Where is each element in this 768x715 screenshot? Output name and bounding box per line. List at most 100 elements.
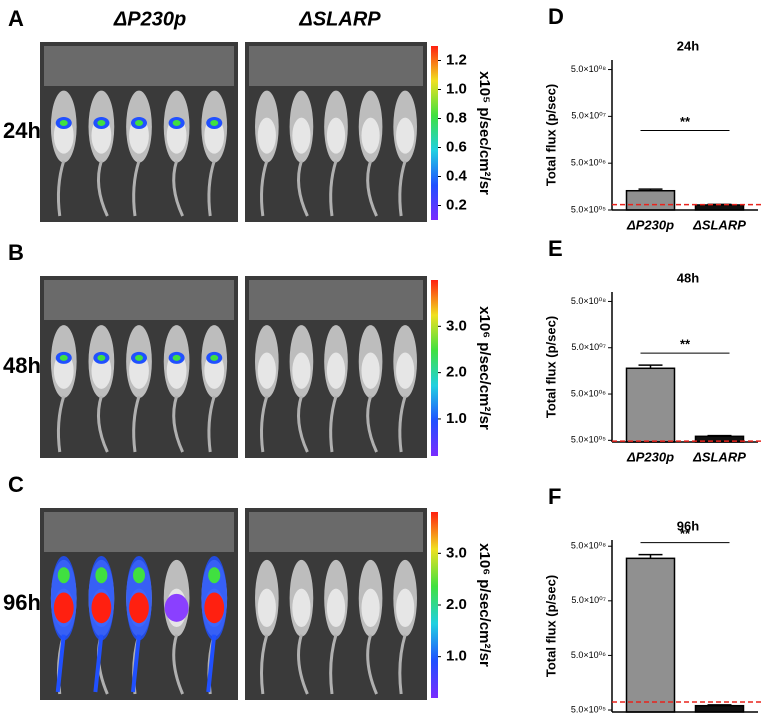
mouse-tail (398, 160, 407, 217)
mouse-belly (361, 352, 380, 389)
mouse-belly (396, 352, 415, 389)
colorbar-tick-label: 0.4 (446, 167, 468, 184)
signal-tail (93, 634, 104, 693)
mouse-tail (297, 160, 309, 217)
chart-title: 48h (677, 270, 699, 285)
y-tick-label: 5.0×10⁰⁷ (571, 111, 606, 121)
signal-tail (55, 634, 66, 693)
signal (59, 120, 68, 126)
signal (97, 354, 106, 361)
mouse-tail (132, 395, 141, 453)
signal (210, 120, 219, 126)
bar (625, 367, 676, 443)
holder (249, 512, 423, 552)
holder (44, 512, 234, 552)
significance-label: ** (680, 337, 691, 352)
panel-letter: F (548, 484, 561, 509)
y-tick-label: 5.0×10⁰⁶ (571, 650, 606, 660)
chart-title: 96h (677, 518, 699, 533)
colorbar-tick-label: 1.0 (446, 648, 467, 665)
y-tick-label: 5.0×10⁰⁶ (571, 388, 606, 398)
bar (625, 557, 676, 713)
colorbar-label: x10⁵ p/sec/cm²/sr (476, 71, 493, 195)
x-tick-label: ΔP230p (626, 449, 674, 464)
signal (164, 593, 189, 622)
holder (249, 280, 423, 320)
signal (129, 592, 149, 624)
panel-letter: D (548, 4, 564, 29)
signal (97, 120, 106, 126)
y-tick-label: 5.0×10⁰⁵ (571, 204, 606, 214)
panel-letter: C (8, 472, 24, 497)
signal (172, 120, 181, 126)
signal (135, 120, 143, 126)
mouse-belly (257, 352, 276, 389)
signal (133, 567, 145, 584)
mouse-tail (260, 160, 269, 217)
signal (59, 354, 68, 361)
time-label: 48h (3, 353, 41, 378)
mouse-tail (172, 634, 184, 695)
mouse-tail (366, 395, 378, 453)
time-label: 24h (3, 118, 41, 143)
colorbar-tick-label: 2.0 (446, 364, 467, 381)
time-label: 96h (3, 590, 41, 615)
column-header: ΔSLARP (298, 8, 381, 30)
mouse-belly (292, 117, 311, 154)
mouse-tail (132, 160, 141, 217)
signal (53, 592, 74, 624)
mouse-tail (366, 160, 378, 217)
mouse-belly (257, 588, 276, 628)
mouse-belly (257, 117, 276, 154)
signal (57, 567, 70, 584)
significance-label: ** (680, 114, 691, 129)
colorbar-tick-label: 0.2 (446, 196, 467, 213)
signal (91, 592, 112, 624)
mouse-tail (56, 395, 66, 453)
mouse-tail (260, 634, 269, 695)
colorbar-tick-label: 2.0 (446, 596, 467, 613)
mouse-belly (326, 588, 346, 628)
colorbar-tick-label: 1.2 (446, 51, 467, 68)
signal (210, 354, 219, 361)
mouse-belly (292, 352, 311, 389)
bar (625, 189, 676, 211)
colorbar-tick-label: 3.0 (446, 544, 467, 561)
mouse-tail (96, 395, 109, 453)
mouse-belly (361, 588, 380, 628)
mouse-tail (366, 634, 378, 695)
mouse-belly (326, 352, 346, 389)
holder (44, 46, 234, 86)
x-tick-label: ΔP230p (626, 217, 674, 232)
panel-letter: E (548, 236, 563, 261)
mouse-tail (329, 634, 338, 695)
y-tick-label: 5.0×10⁰⁸ (571, 296, 606, 306)
mouse-tail (260, 395, 269, 453)
panel-letter: B (8, 240, 24, 265)
y-tick-label: 5.0×10⁰⁵ (571, 704, 606, 714)
signal-tail (206, 634, 217, 693)
mouse-tail (96, 160, 109, 217)
colorbar (431, 512, 438, 698)
bar (694, 204, 745, 211)
y-axis-label: Total flux (p/sec) (543, 84, 558, 186)
colorbar-label: x10⁶ p/sec/cm²/sr (476, 543, 493, 667)
mouse-belly (361, 117, 380, 154)
mouse-tail (398, 395, 407, 453)
signal (204, 592, 225, 624)
mouse-belly (326, 117, 346, 154)
colorbar-tick-label: 1.0 (446, 80, 467, 97)
holder (44, 280, 234, 320)
y-tick-label: 5.0×10⁰⁸ (571, 64, 606, 74)
colorbar-tick-label: 1.0 (446, 410, 467, 427)
y-tick-label: 5.0×10⁰⁷ (571, 342, 606, 352)
colorbar-tick-label: 0.6 (446, 138, 467, 155)
chart-title: 24h (677, 38, 699, 53)
mouse-tail (297, 395, 309, 453)
y-tick-label: 5.0×10⁰⁶ (571, 158, 606, 168)
y-tick-label: 5.0×10⁰⁸ (571, 541, 606, 551)
mouse-belly (396, 117, 415, 154)
mouse-tail (207, 395, 216, 453)
signal (208, 567, 221, 584)
bar (694, 704, 745, 713)
